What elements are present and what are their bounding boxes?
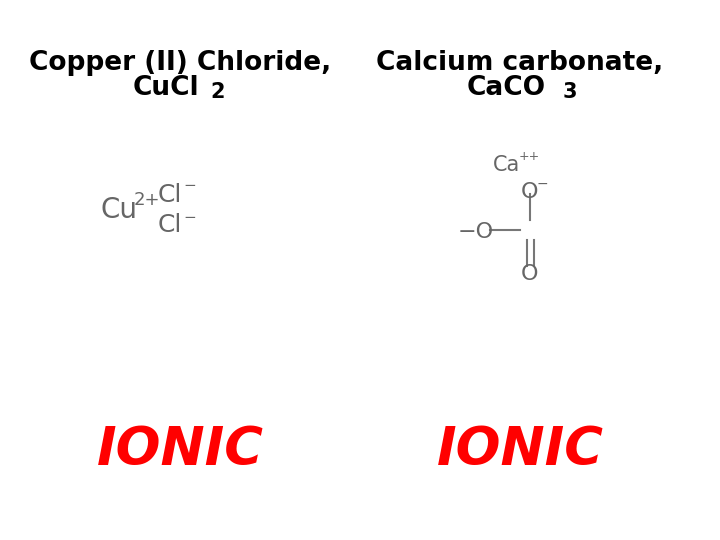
Text: CaCO: CaCO — [467, 75, 546, 101]
Text: O: O — [521, 264, 539, 284]
Text: Cu: Cu — [100, 196, 137, 224]
Text: 3: 3 — [563, 82, 577, 102]
Text: 2: 2 — [210, 82, 225, 102]
Text: Cl: Cl — [158, 183, 182, 207]
Text: 2+: 2+ — [134, 191, 161, 209]
Text: −: − — [537, 177, 549, 191]
Text: CuCl: CuCl — [132, 75, 199, 101]
Text: ++: ++ — [519, 151, 540, 164]
Text: Copper (II) Chloride,: Copper (II) Chloride, — [29, 50, 331, 76]
Text: −: − — [183, 179, 196, 193]
Text: O: O — [521, 182, 539, 202]
Text: IONIC: IONIC — [96, 424, 264, 476]
Text: −: − — [183, 211, 196, 226]
Text: −O: −O — [458, 222, 494, 242]
Text: Calcium carbonate,: Calcium carbonate, — [377, 50, 664, 76]
Text: Cl: Cl — [158, 213, 182, 237]
Text: Ca: Ca — [493, 155, 521, 175]
Text: IONIC: IONIC — [436, 424, 603, 476]
